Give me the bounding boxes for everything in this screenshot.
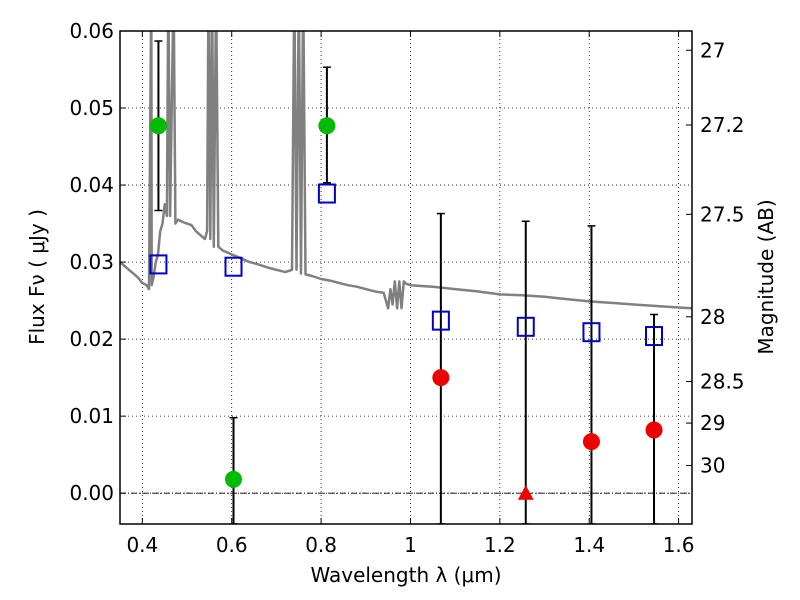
plot-frame: [119, 30, 693, 525]
y-tick-label: 0.04: [69, 173, 114, 197]
y-axis-right: 27 27.2 27.5 28 28.5 29 30: [686, 38, 745, 477]
grid-lines: [120, 30, 692, 524]
model-photometry-point: [431, 310, 450, 331]
right-tick-label: 28: [700, 305, 725, 329]
y-axis-label-left: Flux Fν ( μJy ): [25, 209, 49, 345]
data-point: [318, 117, 336, 135]
x-tick-label: 1: [404, 533, 417, 557]
right-tick-label: 27: [700, 38, 725, 62]
data-point: [582, 433, 600, 451]
right-tick-label: 30: [700, 453, 725, 477]
model-photometry-point: [582, 322, 601, 343]
model-photometry-point: [317, 183, 336, 204]
y-tick-label: 0.00: [69, 481, 114, 505]
x-tick-label: 0.8: [305, 533, 337, 557]
right-tick-label: 27.5: [700, 202, 745, 226]
model-photometry-point: [224, 256, 243, 277]
y-axis-left: 0.00 0.01 0.02 0.03 0.04 0.05 0.06: [69, 19, 126, 505]
x-tick-label: 1.4: [573, 533, 605, 557]
model-photometry-point: [516, 316, 535, 337]
data-point-upper-limit: [517, 485, 534, 500]
x-axis-label: Wavelength λ (μm): [310, 563, 501, 587]
model-photometry-point: [149, 254, 168, 275]
y-tick-label: 0.06: [69, 19, 114, 43]
x-tick-label: 1.6: [663, 533, 695, 557]
data-point: [645, 421, 663, 439]
x-tick-label: 0.4: [126, 533, 158, 557]
x-axis: 0.4 0.6 0.8 1 1.2 1.4 1.6: [126, 31, 695, 557]
x-tick-label: 0.6: [216, 533, 248, 557]
model-spectrum-layer: [120, 31, 692, 310]
marker-layer: [149, 117, 664, 500]
y-tick-label: 0.05: [69, 96, 114, 120]
y-tick-label: 0.01: [69, 404, 114, 428]
data-point: [149, 117, 167, 135]
x-tick-label: 1.2: [484, 533, 516, 557]
model-photometry-point: [645, 326, 664, 347]
y-axis-label-right: Magnitude (AB): [754, 199, 778, 354]
right-tick-label: 29: [700, 411, 725, 435]
data-point: [225, 470, 243, 488]
right-tick-label: 28.5: [700, 369, 745, 393]
y-tick-label: 0.03: [69, 250, 114, 274]
data-point: [432, 369, 450, 387]
y-tick-label: 0.02: [69, 327, 114, 351]
errorbar-layer: [154, 40, 659, 524]
right-tick-label: 27.2: [700, 113, 745, 137]
model-spectrum-line: [120, 31, 692, 310]
